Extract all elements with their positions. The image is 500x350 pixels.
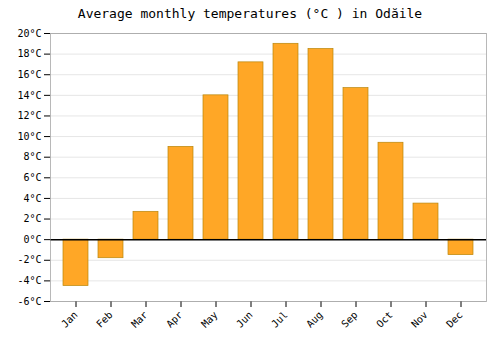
svg-text:6°C: 6°C (23, 172, 41, 183)
svg-text:-2°C: -2°C (17, 254, 41, 265)
svg-text:2°C: 2°C (23, 213, 41, 224)
svg-text:Mar: Mar (129, 309, 150, 330)
svg-text:Feb: Feb (94, 309, 115, 330)
svg-text:May: May (199, 309, 220, 330)
svg-text:14°C: 14°C (17, 90, 41, 101)
svg-text:8°C: 8°C (23, 151, 41, 162)
svg-text:Jun: Jun (234, 309, 255, 330)
svg-text:Oct: Oct (374, 309, 395, 330)
svg-text:16°C: 16°C (17, 69, 41, 80)
svg-text:18°C: 18°C (17, 48, 41, 59)
svg-text:Jan: Jan (59, 309, 80, 330)
svg-text:Aug: Aug (304, 309, 325, 330)
svg-text:Dec: Dec (444, 309, 465, 330)
svg-text:12°C: 12°C (17, 110, 41, 121)
svg-text:0°C: 0°C (23, 234, 41, 245)
svg-text:-4°C: -4°C (17, 275, 41, 286)
svg-text:Jul: Jul (269, 309, 290, 330)
svg-text:10°C: 10°C (17, 131, 41, 142)
svg-text:20°C: 20°C (17, 28, 41, 39)
svg-text:Apr: Apr (164, 309, 185, 330)
svg-text:4°C: 4°C (23, 193, 41, 204)
svg-text:-6°C: -6°C (17, 296, 41, 307)
svg-text:Sep: Sep (339, 309, 360, 330)
svg-text:Nov: Nov (409, 309, 430, 330)
html-text:Average monthly temperatures (: Average monthly temperatures (°C ) in Od… (77, 6, 423, 21)
